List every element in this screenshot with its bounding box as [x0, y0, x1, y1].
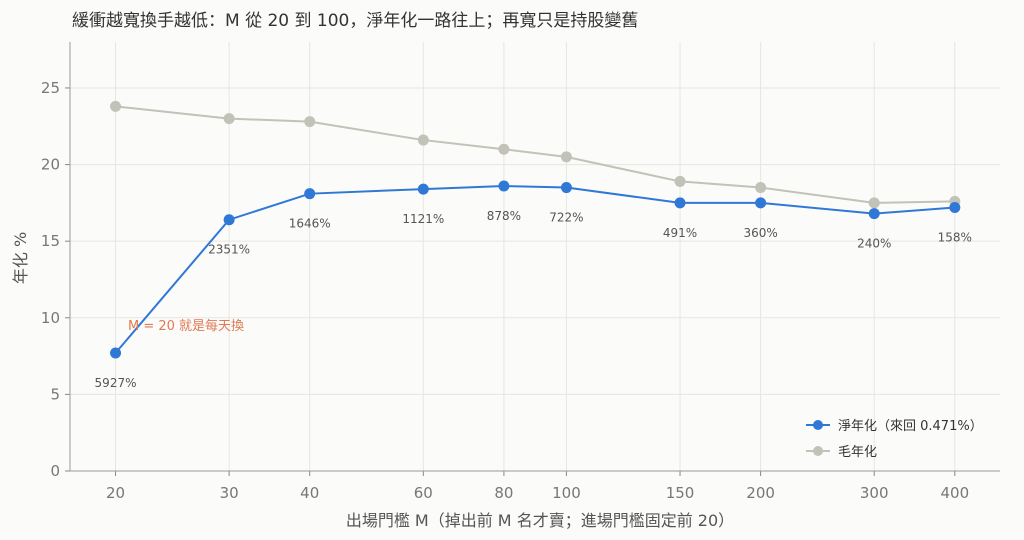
axes: [65, 42, 1000, 476]
series-layer: [110, 100, 961, 359]
x-tick-label: 100: [552, 484, 581, 502]
annotation-daily-swap: M = 20 就是每天換: [128, 318, 244, 334]
y-tick-label: 25: [41, 79, 60, 97]
x-tick-label: 20: [106, 484, 125, 502]
data-point-net: [110, 347, 122, 359]
data-point-gross: [560, 151, 572, 163]
x-axis-label: 出場門檻 M（掉出前 M 名才賣；進場門檻固定前 20）: [346, 511, 734, 530]
data-point-net: [755, 197, 767, 209]
x-tick-label: 300: [860, 484, 889, 502]
y-tick-label: 5: [50, 385, 60, 403]
data-point-gross: [110, 100, 122, 112]
x-tick-labels: 20 30 40 60 80 100 150 200 300 400: [106, 484, 969, 502]
series-line-gross: [115, 105, 955, 204]
data-point-gross: [304, 116, 316, 128]
point-label: 5927%: [95, 376, 137, 390]
legend-label-gross: 毛年化: [838, 445, 877, 460]
point-label: 722%: [549, 211, 583, 225]
data-point-net: [304, 188, 316, 200]
data-point-gross: [674, 175, 686, 187]
legend-label-net: 淨年化（來回 0.471%）: [838, 419, 983, 434]
point-label: 360%: [743, 226, 777, 240]
x-tick-label: 400: [940, 484, 969, 502]
x-tick-label: 200: [746, 484, 775, 502]
data-point-gross: [223, 113, 235, 125]
legend-marker-net: [813, 420, 823, 430]
series-line-net: [114, 185, 955, 354]
point-label: 2351%: [208, 243, 250, 257]
data-point-net: [560, 182, 572, 194]
y-tick-label: 0: [50, 462, 60, 480]
point-label: 491%: [663, 226, 697, 240]
data-point-net: [868, 208, 880, 220]
legend: 淨年化（來回 0.471%） 毛年化: [806, 419, 983, 460]
x-tick-label: 80: [494, 484, 513, 502]
data-point-net: [674, 197, 686, 209]
point-labels: 5927% 2351% 1646% 1121% 878% 722% 491% 360% 240%…: [95, 209, 972, 390]
data-point-net: [498, 180, 510, 192]
chart-title: 緩衝越寬換手越低：M 從 20 到 100，淨年化一路往上；再寬只是持股變舊: [72, 11, 638, 31]
data-point-net: [223, 214, 235, 226]
y-tick-label: 15: [41, 232, 60, 250]
data-point-gross: [755, 182, 767, 194]
data-point-gross: [417, 134, 429, 146]
y-tick-labels: 0 5 10 15 20 25: [41, 79, 60, 480]
point-label: 1121%: [402, 212, 444, 226]
y-axis-label: 年化 %: [11, 232, 30, 284]
point-label: 878%: [487, 209, 521, 223]
legend-marker-gross: [813, 446, 823, 456]
point-label: 158%: [938, 230, 972, 244]
point-label: 1646%: [289, 217, 331, 231]
x-tick-label: 40: [300, 484, 319, 502]
x-tick-label: 30: [220, 484, 239, 502]
data-point-gross: [498, 143, 510, 155]
point-label: 240%: [857, 237, 891, 251]
data-point-net: [417, 183, 429, 195]
data-point-gross: [868, 197, 880, 209]
data-point-net: [949, 201, 961, 213]
y-tick-label: 20: [41, 156, 60, 174]
y-tick-label: 10: [41, 309, 60, 327]
x-tick-label: 150: [666, 484, 695, 502]
x-tick-label: 60: [414, 484, 433, 502]
